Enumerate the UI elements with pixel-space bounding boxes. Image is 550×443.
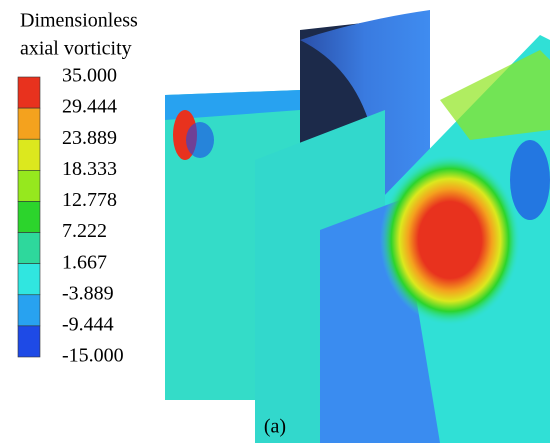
- vortex-region: [186, 122, 214, 158]
- render: [165, 10, 550, 443]
- tick-label: 18.333: [62, 158, 117, 180]
- color-band: [17, 232, 41, 264]
- color-band: [17, 263, 41, 296]
- region: [440, 50, 550, 140]
- tick-label: -3.889: [62, 282, 114, 304]
- tick-label: 29.444: [62, 96, 117, 118]
- legend: Dimensionless axial vorticity 35.000 29.4…: [17, 10, 138, 367]
- color-band: [17, 325, 41, 358]
- caption: (a): [264, 416, 286, 438]
- tick-label: -15.000: [62, 345, 124, 367]
- tick-label: 7.222: [62, 220, 107, 242]
- tick-label: -9.444: [62, 313, 114, 335]
- tick-label: 1.667: [62, 251, 107, 273]
- color-band: [17, 76, 41, 109]
- panel-edge: [165, 90, 300, 120]
- legend-title: axial vorticity: [20, 38, 132, 60]
- color-band: [17, 170, 41, 202]
- color-band: [17, 294, 41, 327]
- color-band: [17, 138, 41, 171]
- color-band: [17, 201, 41, 233]
- vortex-region: [510, 140, 550, 220]
- tick-label: 23.889: [62, 127, 117, 149]
- legend-title: Dimensionless: [20, 10, 138, 32]
- tick-label: 12.778: [62, 189, 117, 211]
- cylinder: [300, 10, 430, 210]
- vortex-region: [380, 155, 520, 325]
- tick-label: 35.000: [62, 65, 117, 87]
- color-band: [17, 107, 41, 140]
